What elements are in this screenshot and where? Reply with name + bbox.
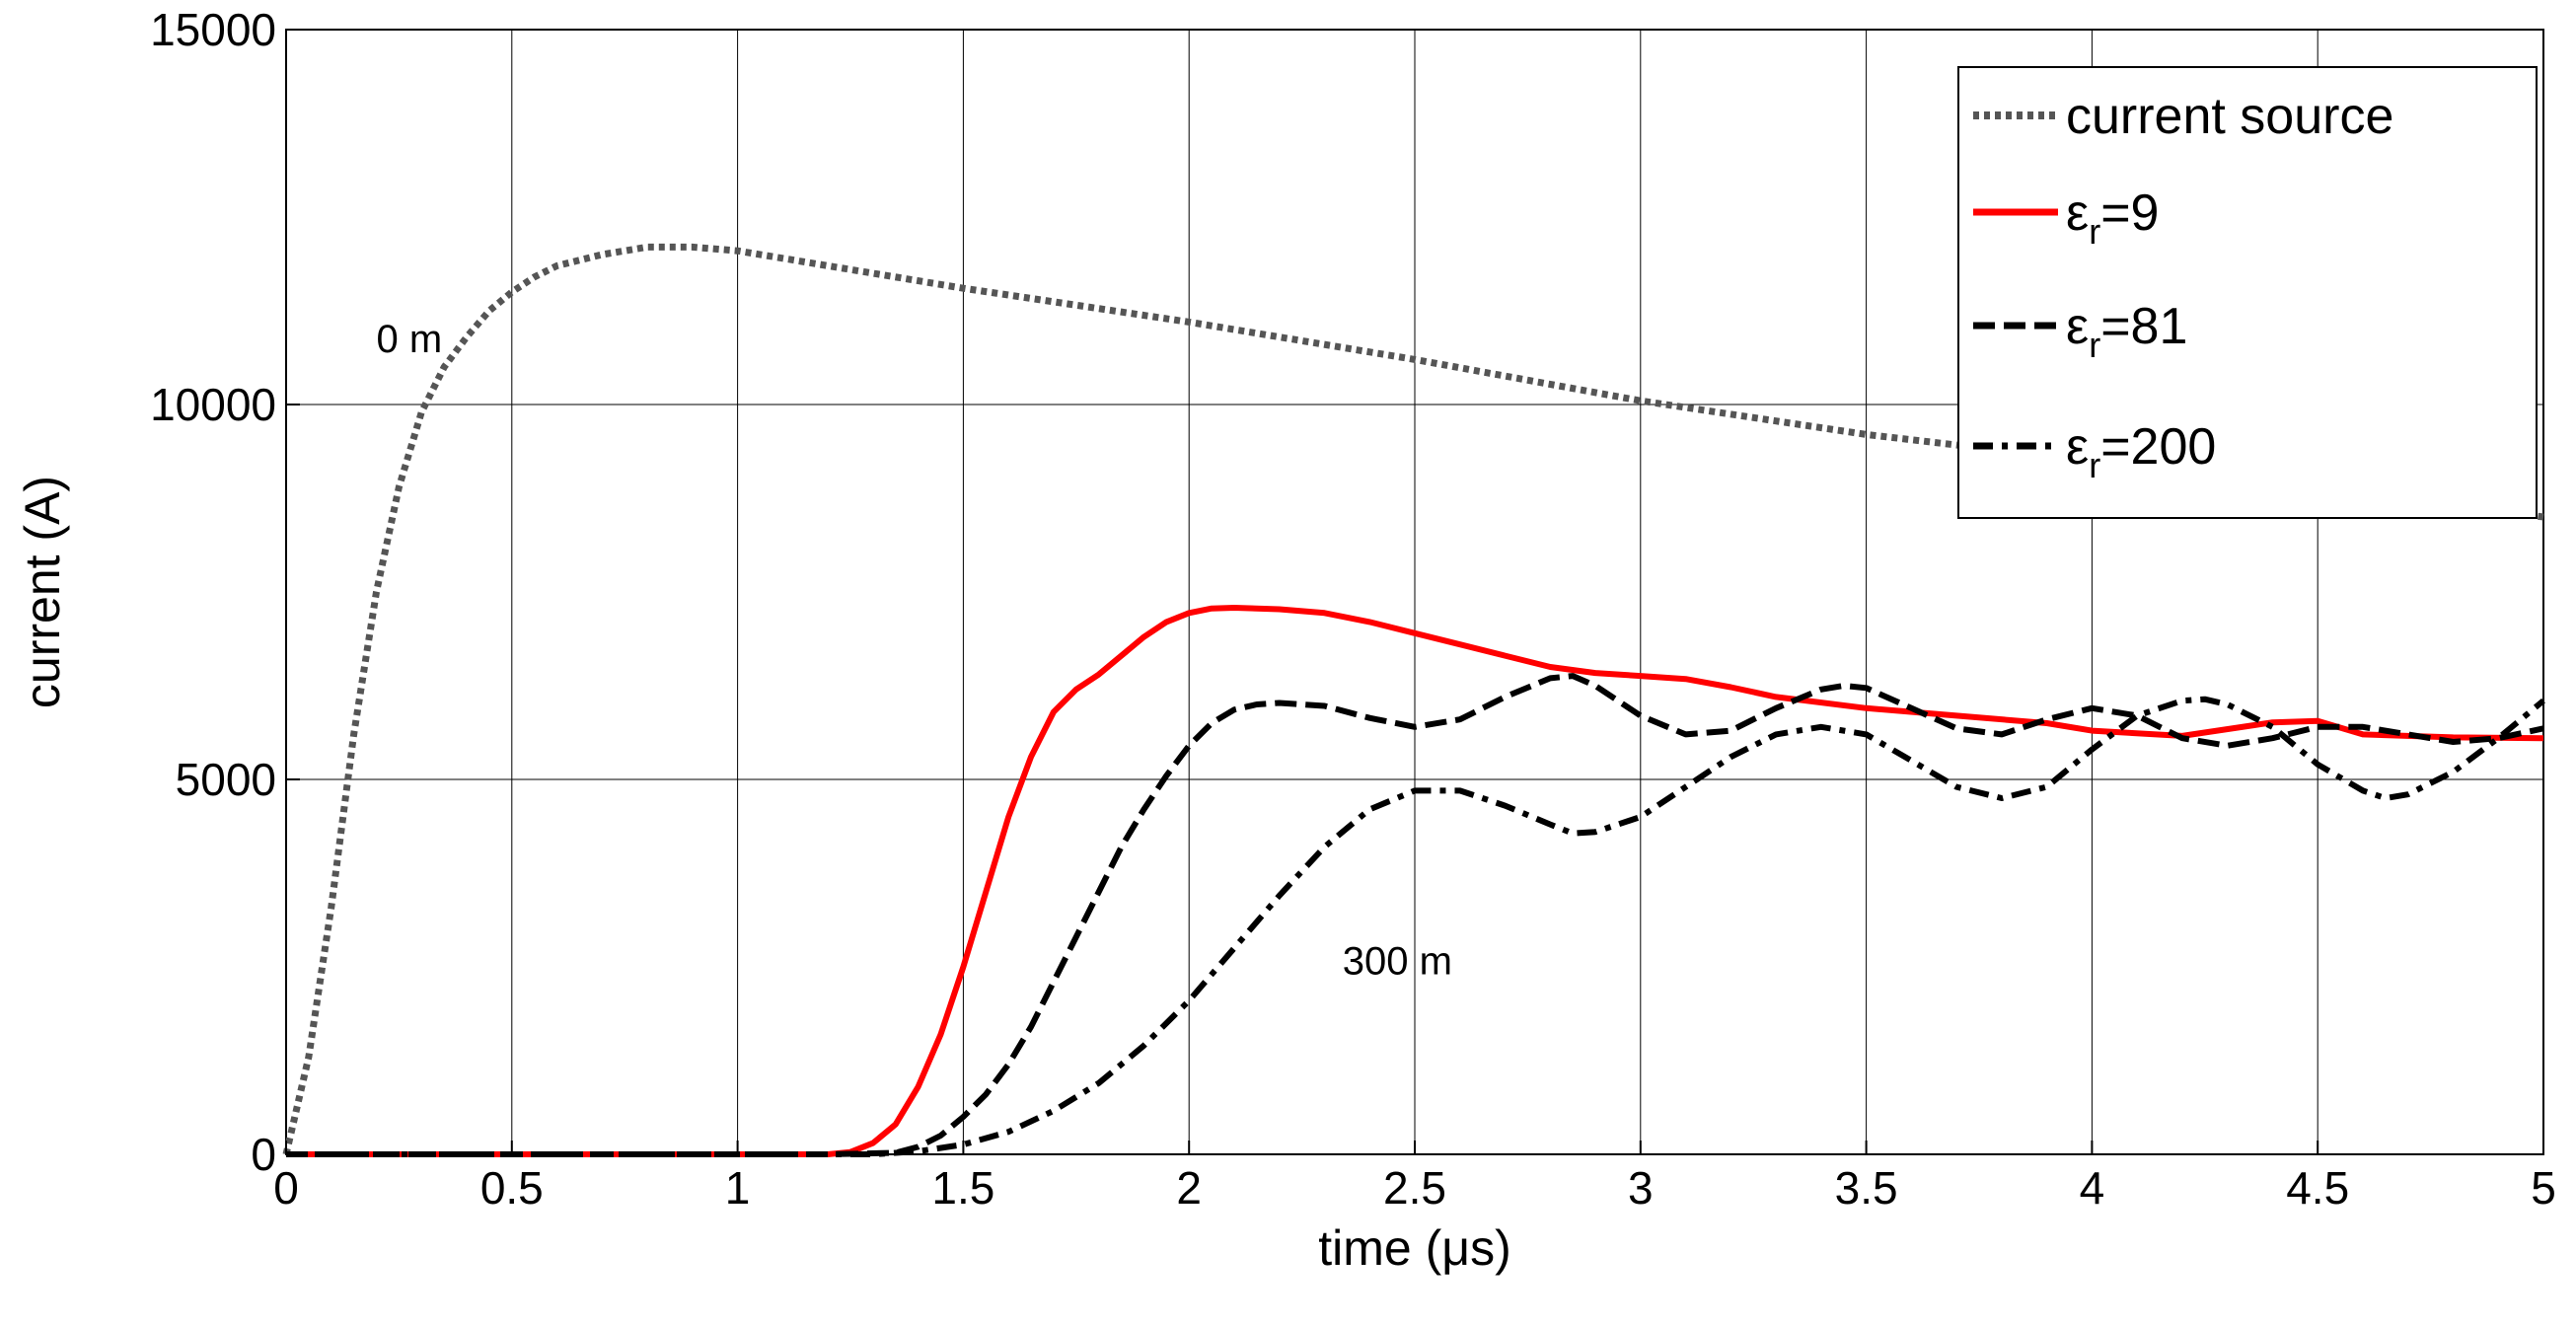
tick-labels: 0 0.5 1 1.5 2 2.5 3 3.5 4 4.5 5 0 5000 10000 15000: [150, 4, 2556, 1214]
x-tick-label: 2.5: [1383, 1162, 1446, 1214]
series-line: [286, 605, 2544, 1157]
legend-label: εr=9: [2066, 184, 2159, 252]
legend-label-sub: r: [2089, 325, 2100, 365]
legend-label-main: ε: [2066, 418, 2089, 476]
series-line: [286, 673, 2544, 1157]
y-tick-label: 15000: [150, 4, 276, 55]
x-tick-label: 0: [273, 1162, 299, 1214]
legend-box: [1957, 66, 2538, 519]
legend-label-tail: =200: [2100, 418, 2216, 476]
x-tick-label: 2: [1176, 1162, 1202, 1214]
legend-label-main: ε: [2066, 184, 2089, 242]
x-tick-label: 4: [2080, 1162, 2105, 1214]
y-tick-label: 10000: [150, 379, 276, 430]
legend-label-tail: =9: [2100, 184, 2159, 242]
y-tick-label: 5000: [176, 754, 276, 805]
series-line: [282, 243, 2544, 1155]
x-tick-label: 1.5: [931, 1162, 994, 1214]
x-tick-label: 4.5: [2286, 1162, 2349, 1214]
legend-label: εr=200: [2066, 418, 2216, 485]
legend-label-sub: r: [2089, 445, 2100, 485]
annotation-0m: 0 m: [377, 318, 443, 361]
legend-label-main: ε: [2066, 298, 2089, 355]
y-axis-label: current (A): [15, 476, 70, 708]
legend-label-main: current source: [2066, 88, 2393, 145]
x-tick-label: 1: [725, 1162, 751, 1214]
x-tick-label: 3: [1628, 1162, 1654, 1214]
series-line: [286, 696, 2545, 1157]
x-tick-label: 3.5: [1835, 1162, 1898, 1214]
legend-label: εr=81: [2066, 298, 2187, 365]
x-tick-label: 0.5: [480, 1162, 544, 1214]
legend-label-tail: =81: [2100, 298, 2187, 355]
x-axis-label: time (μs): [1318, 1220, 1510, 1276]
series-layer: [282, 243, 2545, 1157]
annotation-300m: 300 m: [1343, 939, 1452, 983]
y-tick-label: 0: [251, 1129, 276, 1180]
legend-label-sub: r: [2089, 211, 2100, 252]
legend-label: current source: [2066, 88, 2393, 145]
x-tick-label: 5: [2531, 1162, 2556, 1214]
